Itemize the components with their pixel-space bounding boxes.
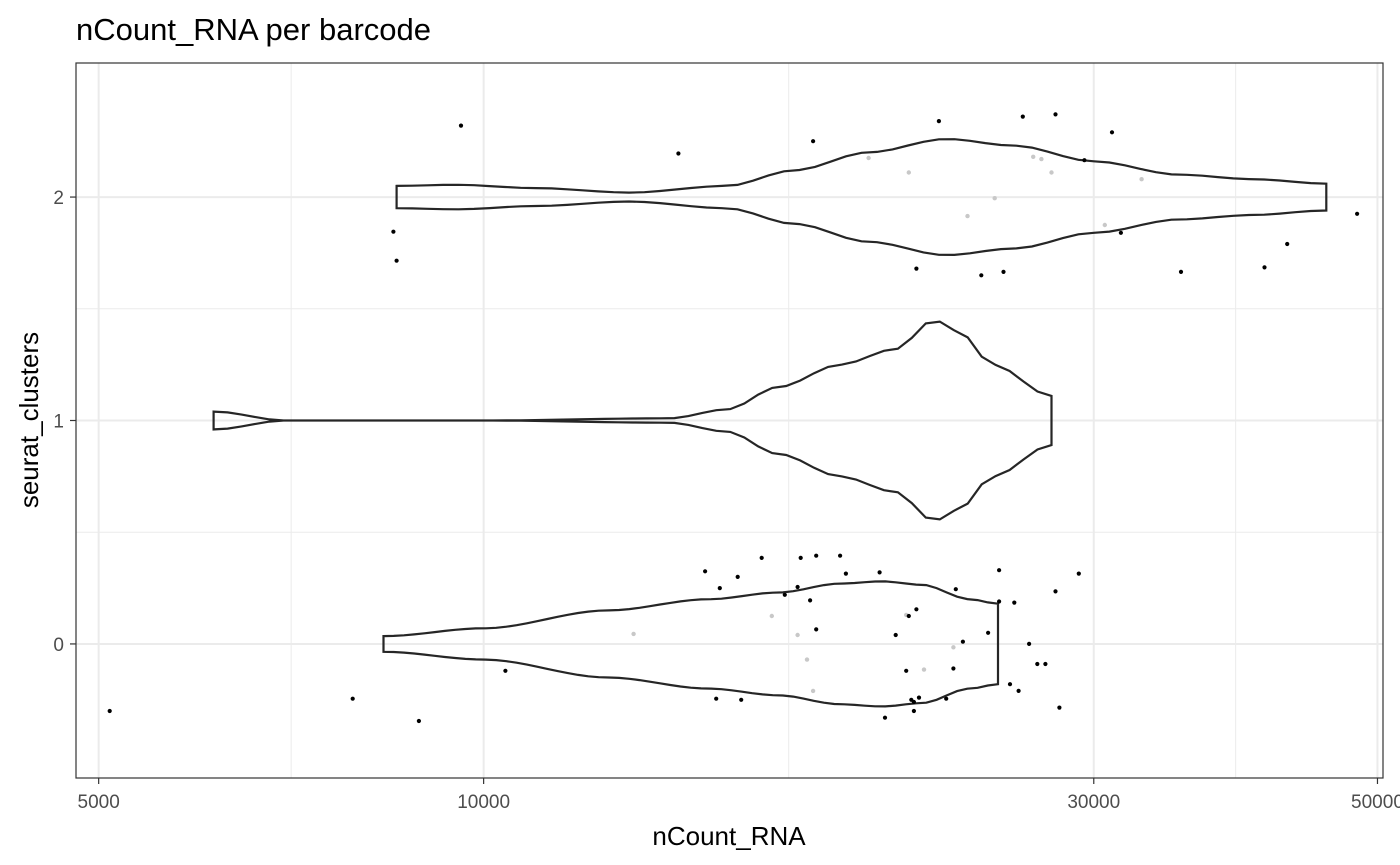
data-point	[804, 657, 810, 662]
data-point	[986, 630, 991, 635]
data-point	[1355, 211, 1360, 216]
violin-cluster-1	[212, 320, 1053, 521]
data-point	[631, 631, 636, 637]
data-point	[951, 666, 956, 671]
data-point	[965, 213, 970, 219]
data-point	[1001, 269, 1006, 274]
violin-cluster-0	[382, 580, 1000, 708]
data-point	[1102, 222, 1108, 228]
data-point	[882, 715, 888, 720]
data-point	[1053, 112, 1058, 117]
data-point	[1016, 688, 1021, 694]
data-point	[951, 645, 956, 650]
data-point	[808, 598, 813, 603]
data-point	[911, 699, 917, 705]
data-point	[1285, 241, 1290, 247]
data-point	[503, 668, 508, 673]
y-axis-ticks: 0 1 2	[53, 188, 76, 656]
data-point	[1035, 661, 1040, 667]
data-point	[814, 553, 819, 558]
data-point	[107, 708, 112, 714]
data-point	[795, 632, 800, 638]
data-point	[921, 667, 927, 672]
data-point	[911, 708, 917, 714]
data-point	[811, 139, 816, 144]
data-point	[769, 613, 774, 619]
data-point	[1053, 589, 1058, 594]
data-point	[391, 229, 396, 234]
chart-title: nCount_RNA per barcode	[76, 12, 431, 47]
data-point	[893, 632, 898, 638]
data-point	[953, 587, 958, 592]
x-axis-ticks: 5000 10000 30000 50000	[78, 778, 1400, 813]
data-point	[997, 599, 1002, 604]
data-point	[1057, 705, 1062, 710]
data-point	[458, 123, 464, 128]
data-point	[843, 571, 849, 576]
data-point	[1049, 170, 1054, 175]
data-point	[717, 586, 722, 591]
data-point	[350, 696, 355, 701]
y-tick-label: 0	[53, 635, 64, 656]
data-point	[904, 668, 909, 673]
data-point	[1020, 114, 1025, 119]
data-point	[1007, 682, 1013, 687]
data-point	[1139, 177, 1144, 182]
x-axis-title: nCount_RNA	[652, 821, 806, 851]
data-point	[1031, 154, 1036, 159]
data-point	[1109, 130, 1115, 135]
data-point	[916, 695, 922, 700]
data-point	[1043, 661, 1048, 667]
data-point	[735, 574, 740, 580]
data-point	[936, 119, 942, 124]
data-point	[814, 627, 819, 632]
points-layer	[107, 112, 1360, 724]
data-point	[1027, 641, 1032, 647]
data-point	[416, 718, 421, 724]
data-point	[997, 568, 1002, 573]
data-point	[1012, 600, 1017, 605]
data-point	[1039, 156, 1044, 162]
data-point	[798, 555, 803, 561]
data-point	[944, 696, 949, 701]
data-point	[795, 584, 800, 590]
data-point	[703, 569, 708, 574]
violins-layer	[212, 138, 1328, 708]
data-point	[906, 170, 911, 175]
x-tick-label: 30000	[1067, 792, 1120, 813]
data-point	[1262, 265, 1267, 270]
data-point	[394, 258, 399, 263]
data-point	[676, 151, 681, 156]
data-point	[1082, 158, 1087, 163]
data-point	[1118, 230, 1123, 235]
data-point	[914, 607, 919, 612]
data-point	[960, 639, 966, 644]
y-tick-label: 2	[53, 188, 64, 209]
data-point	[810, 688, 816, 694]
data-point	[992, 196, 997, 201]
data-point	[1178, 269, 1184, 274]
y-axis-title: seurat_clusters	[14, 332, 44, 508]
x-tick-label: 5000	[78, 792, 120, 813]
y-tick-label: 1	[53, 412, 64, 433]
data-point	[866, 155, 871, 161]
data-point	[739, 697, 744, 702]
data-point	[759, 555, 764, 561]
data-point	[877, 570, 882, 575]
data-point	[979, 273, 984, 278]
data-point	[906, 613, 911, 619]
x-tick-label: 50000	[1351, 792, 1400, 813]
data-point	[782, 592, 787, 597]
data-point	[914, 266, 919, 271]
violin-cluster-2	[395, 138, 1328, 257]
data-point	[1076, 571, 1081, 576]
data-point	[714, 696, 719, 701]
x-tick-label: 10000	[457, 792, 510, 813]
data-point	[838, 553, 843, 558]
